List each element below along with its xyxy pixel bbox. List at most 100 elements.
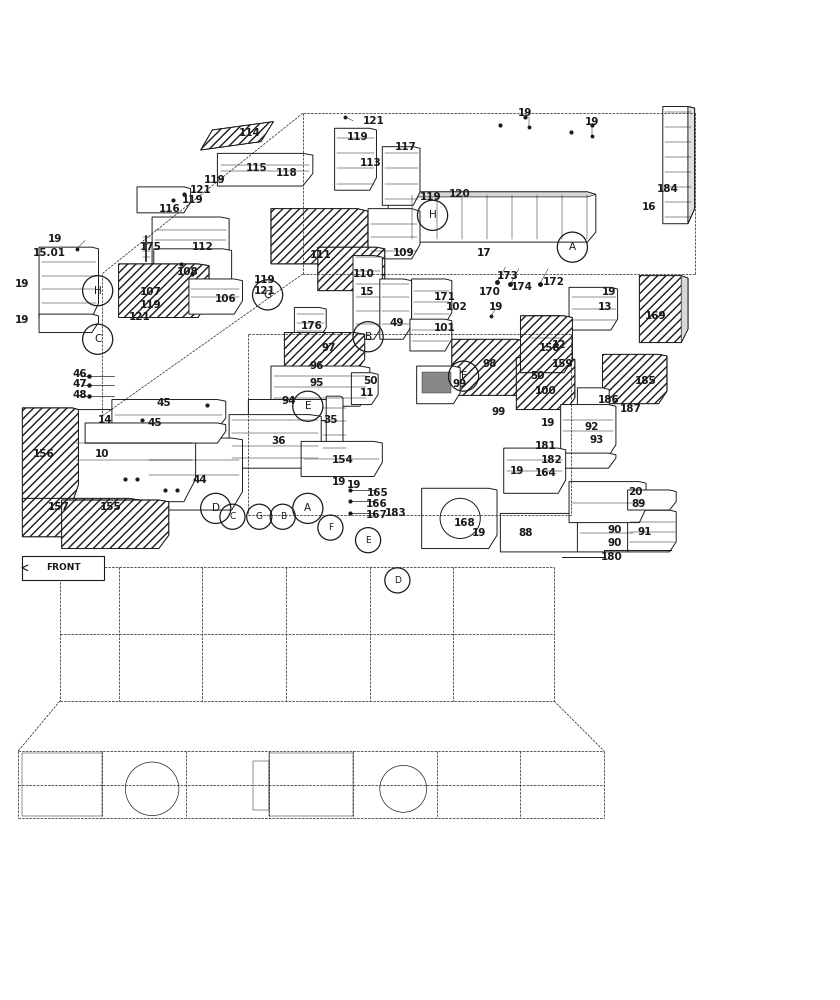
Text: 180: 180 [601,552,622,562]
Polygon shape [326,396,343,454]
Text: 20: 20 [627,487,642,497]
Text: 116: 116 [159,204,181,214]
Text: 174: 174 [511,282,533,292]
Polygon shape [412,279,452,324]
Polygon shape [145,438,243,510]
Text: 93: 93 [590,435,604,445]
Text: 46: 46 [72,369,87,379]
Polygon shape [382,147,420,205]
Text: 120: 120 [449,189,471,199]
Polygon shape [271,209,368,264]
Text: 48: 48 [72,390,87,400]
Text: 111: 111 [309,250,331,260]
Text: D: D [394,576,401,585]
Text: 159: 159 [551,359,573,369]
Polygon shape [504,448,565,493]
Text: 15: 15 [360,287,375,297]
Text: 176: 176 [301,321,323,331]
Polygon shape [569,287,617,330]
Text: A: A [569,242,576,252]
Polygon shape [602,354,667,404]
Text: 100: 100 [535,386,556,396]
Text: 107: 107 [139,287,161,297]
Text: F: F [460,371,466,381]
Polygon shape [388,192,596,242]
Text: E: E [305,401,311,411]
Polygon shape [112,400,226,429]
Text: 94: 94 [282,396,297,406]
Text: 118: 118 [276,168,297,178]
Text: 19: 19 [585,117,599,127]
Polygon shape [39,314,98,333]
FancyBboxPatch shape [23,556,104,580]
Polygon shape [627,510,676,552]
Text: 119: 119 [255,275,276,285]
Text: 36: 36 [271,436,286,446]
Polygon shape [368,209,420,259]
Text: 121: 121 [190,185,212,195]
Text: 17: 17 [477,248,491,258]
Text: 112: 112 [192,242,214,252]
Text: 99: 99 [491,407,506,417]
Text: 45: 45 [148,418,162,428]
Text: H: H [428,210,437,220]
Text: 89: 89 [631,499,645,509]
Text: 168: 168 [454,518,475,528]
Text: G: G [255,512,263,521]
Text: F: F [328,523,333,532]
Text: 50: 50 [363,376,377,386]
Polygon shape [85,423,226,443]
Polygon shape [334,128,376,190]
Text: 88: 88 [519,528,533,538]
Polygon shape [417,366,460,404]
Polygon shape [72,410,196,502]
Text: 102: 102 [446,302,468,312]
Text: G: G [264,290,271,300]
Polygon shape [569,482,646,523]
Text: B: B [280,512,286,521]
Polygon shape [577,512,634,552]
Polygon shape [137,187,191,213]
Text: 90: 90 [607,538,622,548]
Text: 154: 154 [332,455,354,465]
Polygon shape [353,256,382,339]
Text: 170: 170 [479,287,501,297]
Text: 121: 121 [255,286,276,296]
Text: 101: 101 [433,323,455,333]
Polygon shape [560,453,616,468]
Text: 169: 169 [644,311,666,321]
Text: D: D [212,503,220,513]
Polygon shape [351,373,378,405]
Text: 164: 164 [535,468,557,478]
Polygon shape [422,372,451,393]
Text: 15.01: 15.01 [34,248,66,258]
Polygon shape [452,339,525,395]
Text: B: B [365,332,371,342]
Polygon shape [410,319,452,351]
Polygon shape [318,247,385,291]
Text: 11: 11 [360,388,375,398]
Text: 187: 187 [620,404,642,414]
Text: 19: 19 [472,528,486,538]
Text: 106: 106 [215,294,237,304]
Text: 97: 97 [321,343,336,353]
Text: 184: 184 [657,184,679,194]
Text: E: E [365,536,371,545]
Polygon shape [285,333,365,373]
Text: 121: 121 [363,116,385,126]
Text: 158: 158 [539,343,560,353]
Text: 44: 44 [192,475,207,485]
Text: 117: 117 [395,142,417,152]
Polygon shape [23,498,139,537]
Polygon shape [663,107,695,224]
Text: 119: 119 [420,192,442,202]
Polygon shape [249,400,339,420]
Text: 155: 155 [100,502,122,512]
Polygon shape [388,192,596,197]
Polygon shape [577,388,609,420]
Text: 156: 156 [34,449,55,459]
Polygon shape [229,415,321,468]
Polygon shape [627,490,676,510]
Text: 90: 90 [607,525,622,535]
Polygon shape [521,316,572,373]
